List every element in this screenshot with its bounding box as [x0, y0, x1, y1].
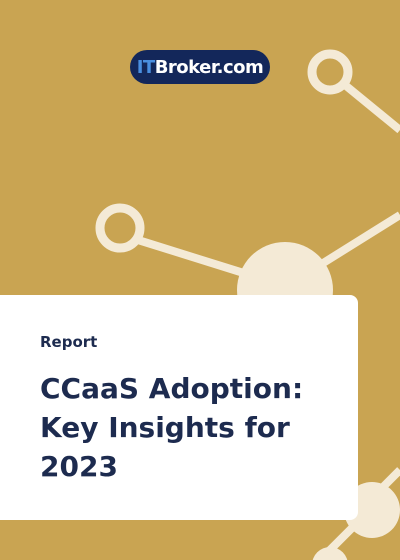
- logo-name: Broker.com: [154, 56, 264, 78]
- node: [312, 547, 348, 560]
- ring-node: [95, 203, 145, 253]
- node: [344, 482, 400, 538]
- title-line: CCaaS Adoption:: [40, 372, 304, 405]
- report-label: Report: [40, 333, 98, 351]
- title-line: 2023: [40, 450, 118, 483]
- title-line: Key Insights for: [40, 411, 290, 444]
- connector: [342, 81, 400, 134]
- ring-node: [307, 49, 353, 95]
- connector: [317, 211, 400, 269]
- title-card: Report CCaaS Adoption: Key Insights for …: [0, 295, 358, 520]
- connector: [136, 236, 252, 279]
- report-title: CCaaS Adoption: Key Insights for 2023: [40, 369, 303, 486]
- logo-prefix: IT: [136, 56, 155, 78]
- logo: IT Broker.com: [130, 50, 270, 84]
